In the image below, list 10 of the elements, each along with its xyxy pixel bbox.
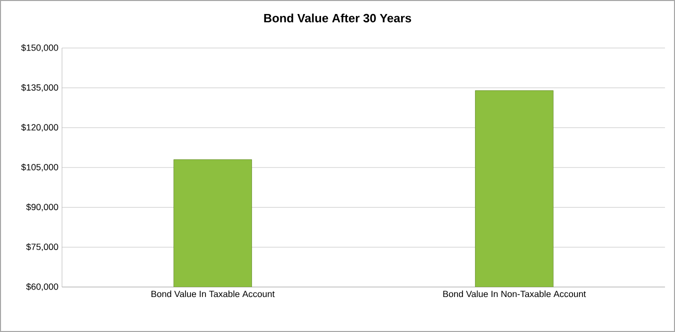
y-tick-label: $135,000 <box>21 84 58 92</box>
y-tick-label: $120,000 <box>21 124 58 132</box>
chart-title: Bond Value After 30 Years <box>264 14 412 22</box>
y-tick-label: $105,000 <box>21 164 58 172</box>
y-tick-label: $75,000 <box>26 243 58 252</box>
y-tick-label: $90,000 <box>26 203 58 212</box>
x-tick-label: Bond Value In Taxable Account <box>152 290 275 298</box>
y-tick-label: $150,000 <box>21 44 58 52</box>
x-tick-label: Bond Value In Non-Taxable Account <box>443 290 586 298</box>
y-tick-label: $60,000 <box>26 283 58 291</box>
